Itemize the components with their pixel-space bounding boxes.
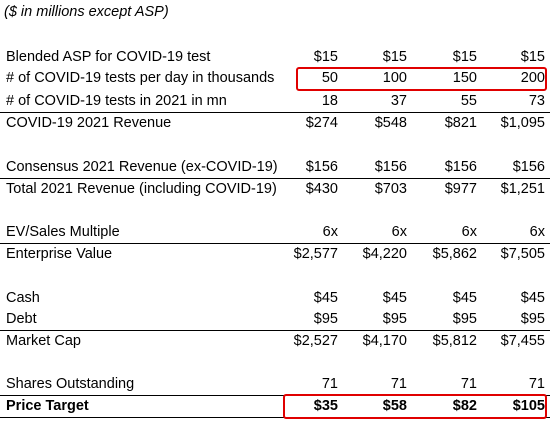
row-divider	[0, 178, 550, 179]
row-label: # of COVID-19 tests in 2021 in mn	[6, 93, 227, 109]
cell-value: $95	[452, 311, 477, 327]
row-divider	[0, 112, 550, 113]
cell-value: $156	[444, 159, 477, 175]
table-row-tests-2021: # of COVID-19 tests in 2021 in mn 18 37 …	[0, 92, 550, 112]
cell-value: $82	[452, 398, 477, 414]
row-label: Cash	[6, 290, 40, 306]
cell-value: 200	[520, 70, 545, 86]
cell-value: $977	[444, 181, 477, 197]
cell-value: $45	[452, 290, 477, 306]
cell-value: $1,095	[500, 115, 545, 131]
row-label: Debt	[6, 311, 37, 327]
cell-value: 100	[382, 70, 407, 86]
cell-value: 50	[321, 70, 338, 86]
cell-value: $35	[313, 398, 338, 414]
cell-value: $156	[305, 159, 338, 175]
cell-value: $15	[313, 49, 338, 65]
cell-value: $156	[512, 159, 545, 175]
cell-value: 6x	[391, 224, 407, 240]
table-row-covid-revenue: COVID-19 2021 Revenue $274 $548 $821 $1,…	[0, 114, 550, 134]
cell-value: $45	[382, 290, 407, 306]
cell-value: $5,812	[432, 333, 477, 349]
table-row-blended-asp: Blended ASP for COVID-19 test $15 $15 $1…	[0, 48, 550, 68]
row-label: Blended ASP for COVID-19 test	[6, 49, 211, 65]
cell-value: $1,251	[500, 181, 545, 197]
row-label: Market Cap	[6, 333, 81, 349]
row-divider	[0, 395, 550, 396]
cell-value: $45	[520, 290, 545, 306]
row-divider	[0, 330, 550, 331]
cell-value: $274	[305, 115, 338, 131]
cell-value: 71	[321, 376, 338, 392]
row-divider	[0, 417, 550, 418]
cell-value: $821	[444, 115, 477, 131]
cell-value: $156	[374, 159, 407, 175]
cell-value: $15	[382, 49, 407, 65]
cell-value: $7,455	[500, 333, 545, 349]
cell-value: $95	[313, 311, 338, 327]
header-note: ($ in millions except ASP)	[4, 4, 169, 20]
cell-value: $105	[512, 398, 545, 414]
cell-value: $4,220	[362, 246, 407, 262]
table-row-consensus-revenue: Consensus 2021 Revenue (ex-COVID-19) $15…	[0, 158, 550, 178]
cell-value: $2,577	[293, 246, 338, 262]
row-label: # of COVID-19 tests per day in thousands	[6, 70, 275, 86]
row-label: Shares Outstanding	[6, 376, 135, 392]
row-label: Enterprise Value	[6, 246, 113, 262]
cell-value: 18	[321, 93, 338, 109]
row-label: Price Target	[6, 398, 89, 414]
highlight-box-tests-per-day	[296, 67, 547, 91]
cell-value: 73	[528, 93, 545, 109]
cell-value: 71	[390, 376, 407, 392]
cell-value: $58	[382, 398, 407, 414]
cell-value: $2,527	[293, 333, 338, 349]
highlight-box-price-target	[283, 394, 547, 419]
cell-value: $95	[382, 311, 407, 327]
row-label: EV/Sales Multiple	[6, 224, 120, 240]
table-row-enterprise-value: Enterprise Value $2,577 $4,220 $5,862 $7…	[0, 245, 550, 265]
row-divider	[0, 243, 550, 244]
cell-value: 37	[390, 93, 407, 109]
row-label: Total 2021 Revenue (including COVID-19)	[6, 181, 277, 197]
cell-value: $7,505	[500, 246, 545, 262]
table-row-cash: Cash $45 $45 $45 $45	[0, 289, 550, 309]
cell-value: 71	[460, 376, 477, 392]
cell-value: $4,170	[362, 333, 407, 349]
cell-value: 55	[460, 93, 477, 109]
cell-value: $45	[313, 290, 338, 306]
table-row-market-cap: Market Cap $2,527 $4,170 $5,812 $7,455	[0, 332, 550, 352]
table-row-debt: Debt $95 $95 $95 $95	[0, 310, 550, 330]
table-row-price-target: Price Target $35 $58 $82 $105	[0, 397, 550, 417]
table-row-shares-outstanding: Shares Outstanding 71 71 71 71	[0, 375, 550, 395]
table-row-total-revenue: Total 2021 Revenue (including COVID-19) …	[0, 180, 550, 200]
cell-value: $15	[452, 49, 477, 65]
cell-value: $703	[374, 181, 407, 197]
cell-value: 6x	[461, 224, 477, 240]
row-label: COVID-19 2021 Revenue	[6, 115, 172, 131]
cell-value: $5,862	[432, 246, 477, 262]
cell-value: $548	[374, 115, 407, 131]
cell-value: 150	[452, 70, 477, 86]
cell-value: $95	[520, 311, 545, 327]
cell-value: 71	[528, 376, 545, 392]
table-row-tests-per-day: # of COVID-19 tests per day in thousands…	[0, 69, 550, 89]
table-row-ev-sales-multiple: EV/Sales Multiple 6x 6x 6x 6x	[0, 223, 550, 243]
cell-value: $15	[520, 49, 545, 65]
cell-value: $430	[305, 181, 338, 197]
cell-value: 6x	[322, 224, 338, 240]
row-label: Consensus 2021 Revenue (ex-COVID-19)	[6, 159, 278, 175]
cell-value: 6x	[529, 224, 545, 240]
